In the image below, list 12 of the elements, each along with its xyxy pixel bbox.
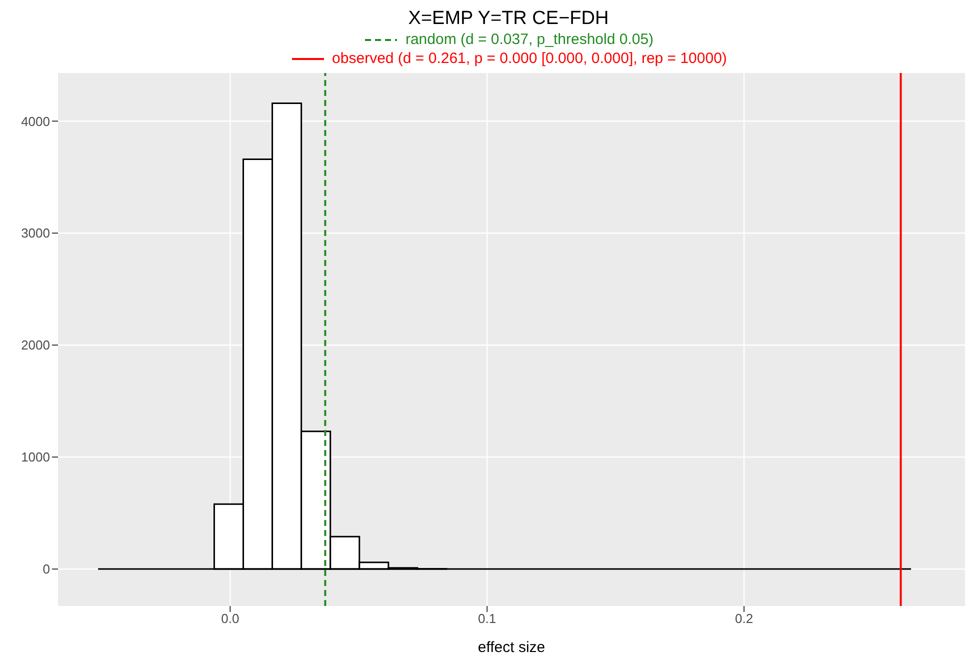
- x-tick-label: 0.2: [734, 611, 754, 626]
- legend-label: observed (d = 0.261, p = 0.000 [0.000, 0.000], rep = 10000): [332, 49, 727, 68]
- legend-label: random (d = 0.037, p_threshold 0.05): [405, 30, 654, 49]
- chart-title: X=EMP Y=TR CE−FDH: [407, 8, 610, 30]
- y-tick-label: 1000: [21, 450, 50, 465]
- y-tick-label: 4000: [21, 114, 50, 129]
- y-tick-label: 2000: [21, 338, 50, 353]
- x-axis-title: effect size: [478, 639, 546, 656]
- y-tick-label: 0: [42, 562, 50, 577]
- x-tick-label: 0.0: [221, 611, 240, 626]
- x-tick-label: 0.1: [478, 611, 496, 626]
- y-tick-label: 3000: [21, 226, 50, 241]
